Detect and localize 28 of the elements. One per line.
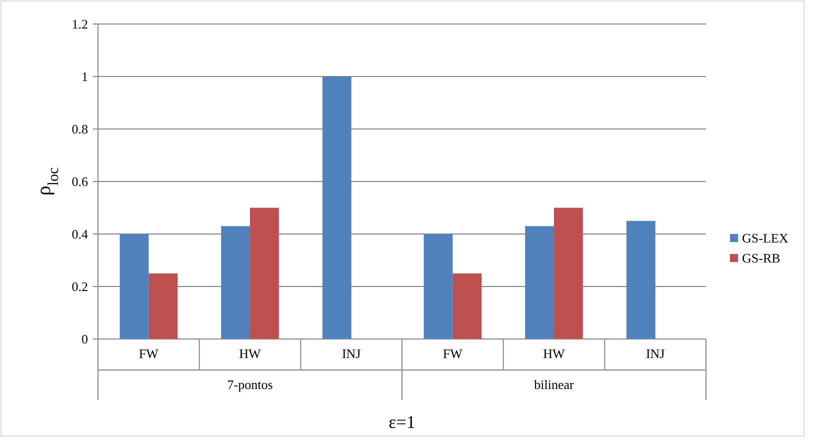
bar — [221, 226, 250, 339]
x-axis-title: ε=1 — [388, 412, 416, 432]
x-tick-label: FW — [442, 346, 464, 361]
bar — [250, 208, 279, 339]
y-tick-label: 1.2 — [72, 16, 88, 32]
text: 7-pontos — [227, 377, 273, 392]
text: bilinear — [534, 377, 575, 392]
x-tick-label: INJ — [342, 346, 361, 361]
bar — [322, 76, 352, 339]
legend-label: GS-LEX — [742, 230, 789, 246]
y-tick-label: 0.2 — [72, 279, 88, 294]
x-tick-label: INJ — [646, 346, 665, 361]
y-tick-label: 1 — [82, 69, 88, 84]
bar — [120, 234, 149, 339]
x-tick-label: HW — [239, 346, 262, 361]
bar — [148, 273, 178, 339]
bar — [525, 226, 554, 339]
bar — [554, 208, 583, 339]
legend-label: GS-RB — [742, 250, 781, 266]
bar — [626, 220, 656, 339]
x-tick-label: HW — [543, 346, 566, 361]
bar — [452, 273, 482, 339]
y-tick-label: 0.8 — [72, 122, 88, 137]
y-tick-label: 0.6 — [72, 174, 88, 190]
y-tick-label: 0 — [82, 332, 88, 347]
y-tick-label: 0.4 — [72, 226, 88, 242]
bar — [424, 234, 453, 339]
x-tick-label: FW — [138, 346, 160, 361]
